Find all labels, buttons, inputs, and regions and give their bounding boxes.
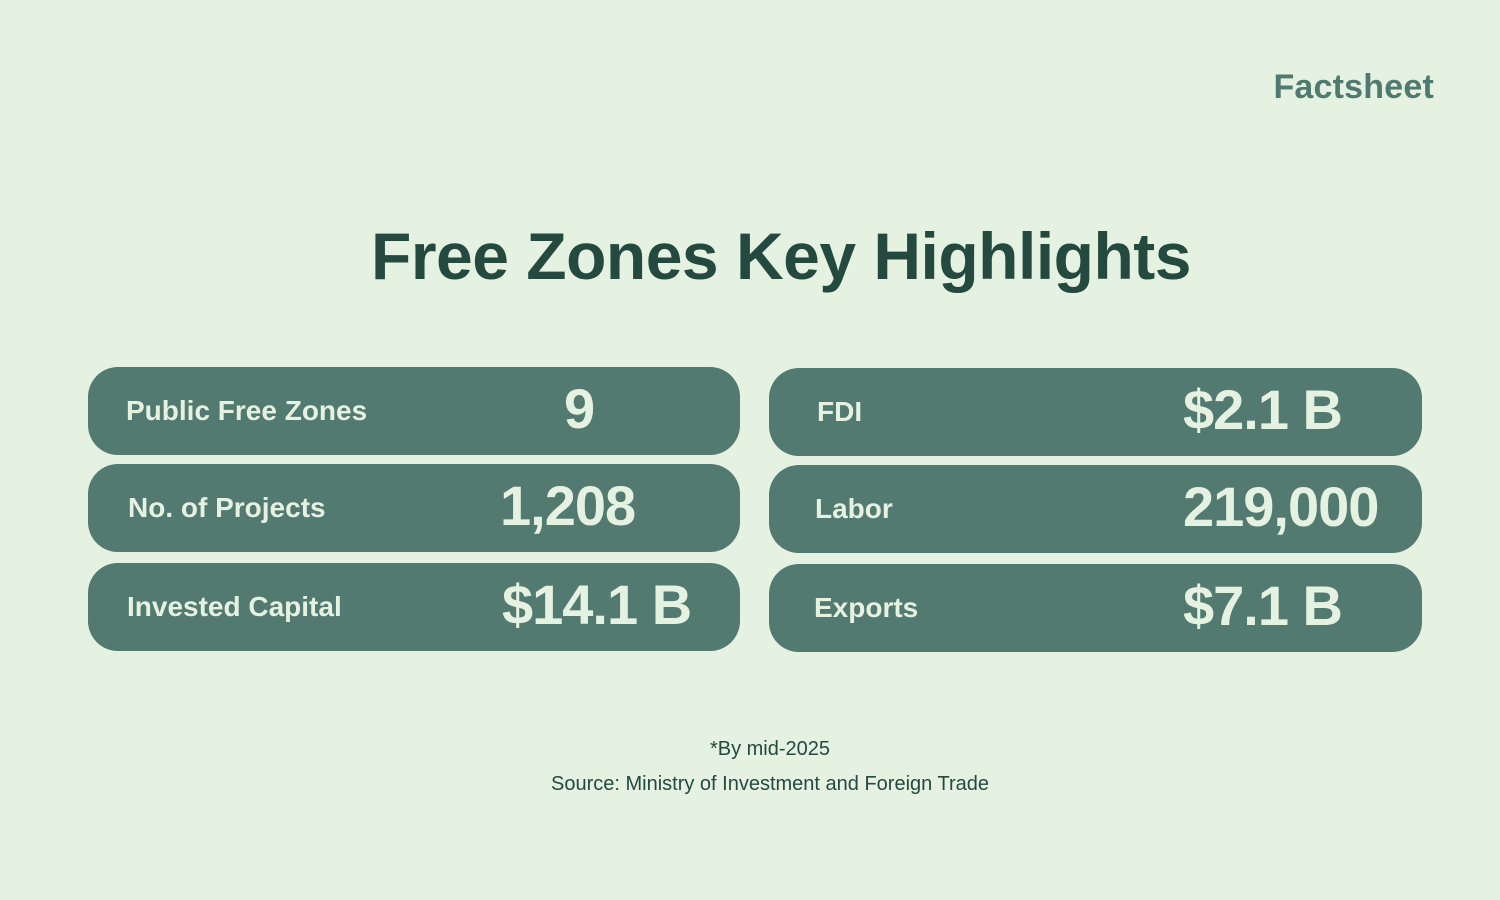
stat-label: Exports bbox=[814, 592, 919, 623]
stat-value: 9 bbox=[564, 377, 595, 440]
stat-label: No. of Projects bbox=[128, 492, 326, 523]
stat-value: 219,000 bbox=[1183, 475, 1379, 538]
stat-card-exports: Exports $7.1 B bbox=[769, 564, 1422, 652]
stat-card-invested-capital: Invested Capital $14.1 B bbox=[88, 563, 740, 651]
factsheet-label: Factsheet bbox=[1273, 68, 1434, 106]
stat-value: $2.1 B bbox=[1183, 378, 1343, 441]
page-title: Free Zones Key Highlights bbox=[371, 219, 1191, 293]
stat-label: Public Free Zones bbox=[126, 395, 368, 426]
source-note: Source: Ministry of Investment and Forei… bbox=[551, 773, 989, 795]
stat-card-fdi: FDI $2.1 B bbox=[769, 368, 1422, 456]
stat-card-no-of-projects: No. of Projects 1,208 bbox=[88, 464, 740, 552]
stat-card-labor: Labor 219,000 bbox=[769, 465, 1422, 553]
stat-value: $14.1 B bbox=[502, 573, 692, 636]
stat-label: FDI bbox=[817, 396, 863, 427]
stat-label: Invested Capital bbox=[127, 591, 342, 622]
stat-value: $7.1 B bbox=[1183, 574, 1343, 637]
stat-label: Labor bbox=[815, 493, 893, 524]
stat-value: 1,208 bbox=[500, 474, 636, 537]
stat-card-public-free-zones: Public Free Zones 9 bbox=[88, 367, 740, 455]
footnote: *By mid-2025 bbox=[709, 738, 831, 760]
